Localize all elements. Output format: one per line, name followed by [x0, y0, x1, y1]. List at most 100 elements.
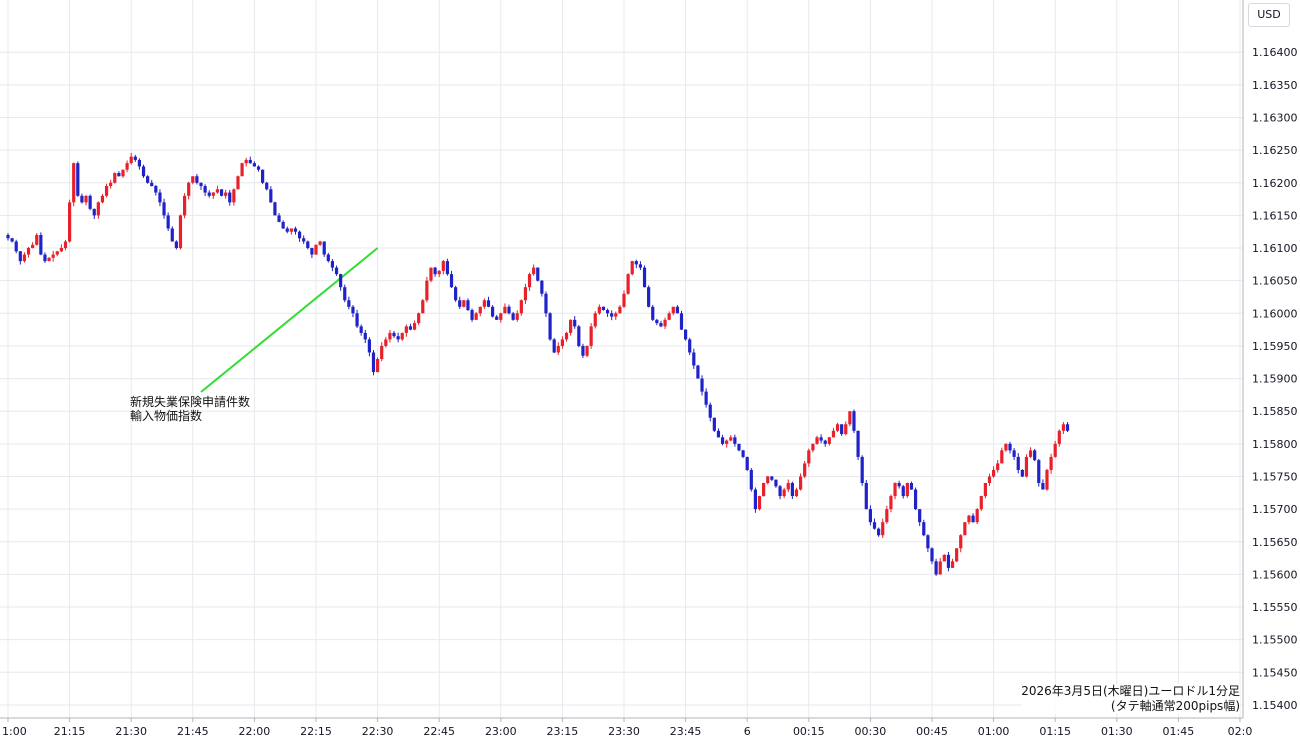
- candle-down: [778, 486, 782, 497]
- candle-up: [593, 313, 597, 327]
- time-tick-label: 02:0: [1228, 725, 1253, 738]
- candle-up: [979, 496, 983, 510]
- candle-down: [577, 326, 581, 346]
- candle-up: [950, 561, 955, 568]
- candle-up: [515, 313, 519, 320]
- candle-up: [844, 424, 848, 435]
- candle-up: [1057, 430, 1061, 444]
- candle-down: [14, 241, 18, 252]
- candle-up: [314, 244, 318, 255]
- candle-up: [63, 241, 68, 249]
- candle-down: [909, 483, 914, 490]
- candle-down: [823, 440, 827, 444]
- candle-down: [162, 202, 166, 216]
- candle-down: [696, 365, 700, 379]
- candle-up: [585, 345, 589, 356]
- candle-up: [725, 440, 729, 444]
- candle-down: [573, 319, 577, 327]
- candle-up: [959, 535, 963, 549]
- candle-down: [396, 336, 400, 340]
- price-tick-label: 1.16000: [1252, 307, 1298, 320]
- candle-down: [445, 261, 450, 275]
- time-tick-label: 6: [744, 725, 751, 738]
- candle-up: [807, 450, 811, 464]
- candle-up: [532, 267, 536, 275]
- candle-up: [782, 489, 786, 497]
- candle-down: [334, 267, 339, 275]
- candle-down: [170, 228, 174, 242]
- candle-down: [971, 515, 975, 523]
- time-tick-label: 23:00: [485, 725, 517, 738]
- candle-down: [248, 159, 252, 164]
- currency-badge[interactable]: USD: [1248, 3, 1290, 27]
- candle-down: [647, 287, 651, 307]
- candle-down: [544, 293, 548, 314]
- candle-down: [330, 261, 335, 268]
- time-tick-label: 22:45: [423, 725, 455, 738]
- price-tick-label: 1.16300: [1252, 111, 1298, 124]
- candle-up: [766, 476, 770, 484]
- candle-up: [31, 244, 35, 249]
- candle-up: [376, 359, 380, 373]
- time-tick-label: 1:00: [2, 725, 27, 738]
- candle-down: [306, 241, 310, 249]
- candle-down: [10, 238, 14, 242]
- candle-down: [1033, 450, 1037, 461]
- candle-down: [458, 300, 462, 307]
- candle-down: [913, 489, 918, 510]
- candle-up: [893, 483, 897, 497]
- candle-up: [589, 326, 593, 346]
- candle-up: [26, 248, 31, 255]
- candle-up: [240, 163, 244, 177]
- candle-down: [261, 169, 265, 183]
- candle-up: [967, 515, 971, 523]
- time-tick-label: 23:30: [608, 725, 640, 738]
- candle-up: [671, 306, 675, 314]
- time-tick-label: 23:15: [547, 725, 579, 738]
- candle-down: [433, 267, 437, 275]
- candle-down: [704, 391, 708, 405]
- candle-down: [269, 189, 273, 203]
- candle-up: [630, 261, 634, 275]
- candle-up: [113, 172, 117, 183]
- candle-up: [388, 332, 392, 340]
- candle-down: [277, 215, 281, 222]
- candle-down: [117, 172, 121, 177]
- candle-down: [651, 306, 655, 320]
- price-tick-label: 1.16200: [1252, 177, 1298, 190]
- candle-down: [158, 192, 162, 203]
- candle-down: [610, 313, 614, 317]
- candle-down: [737, 443, 741, 451]
- candle-up: [848, 411, 852, 425]
- candle-up: [963, 522, 967, 536]
- candle-down: [137, 159, 142, 167]
- candle-down: [638, 264, 643, 268]
- candle-down: [281, 221, 285, 229]
- candle-down: [770, 476, 774, 480]
- candle-up: [404, 326, 408, 333]
- candle-down: [540, 280, 544, 294]
- candle-down: [392, 332, 396, 337]
- candle-up: [244, 159, 248, 164]
- candle-up: [72, 163, 76, 203]
- time-tick-label: 01:30: [1101, 725, 1133, 738]
- candle-down: [293, 228, 298, 232]
- candle-up: [881, 522, 885, 536]
- candle-down: [605, 310, 610, 314]
- candle-down: [285, 228, 289, 232]
- price-tick-label: 1.16100: [1252, 242, 1298, 255]
- candle-down: [454, 287, 458, 301]
- candle-down: [351, 306, 355, 314]
- price-tick-label: 1.15800: [1252, 438, 1298, 451]
- candle-up: [618, 306, 622, 314]
- candle-up: [125, 163, 129, 170]
- candle-down: [490, 306, 495, 317]
- candle-up: [1049, 456, 1053, 470]
- candle-down: [790, 483, 794, 497]
- candle-down: [146, 176, 150, 183]
- candle-down: [359, 326, 363, 333]
- candle-up: [232, 189, 236, 203]
- time-tick-label: 22:00: [239, 725, 271, 738]
- candle-down: [712, 417, 716, 431]
- candle-down: [252, 163, 256, 167]
